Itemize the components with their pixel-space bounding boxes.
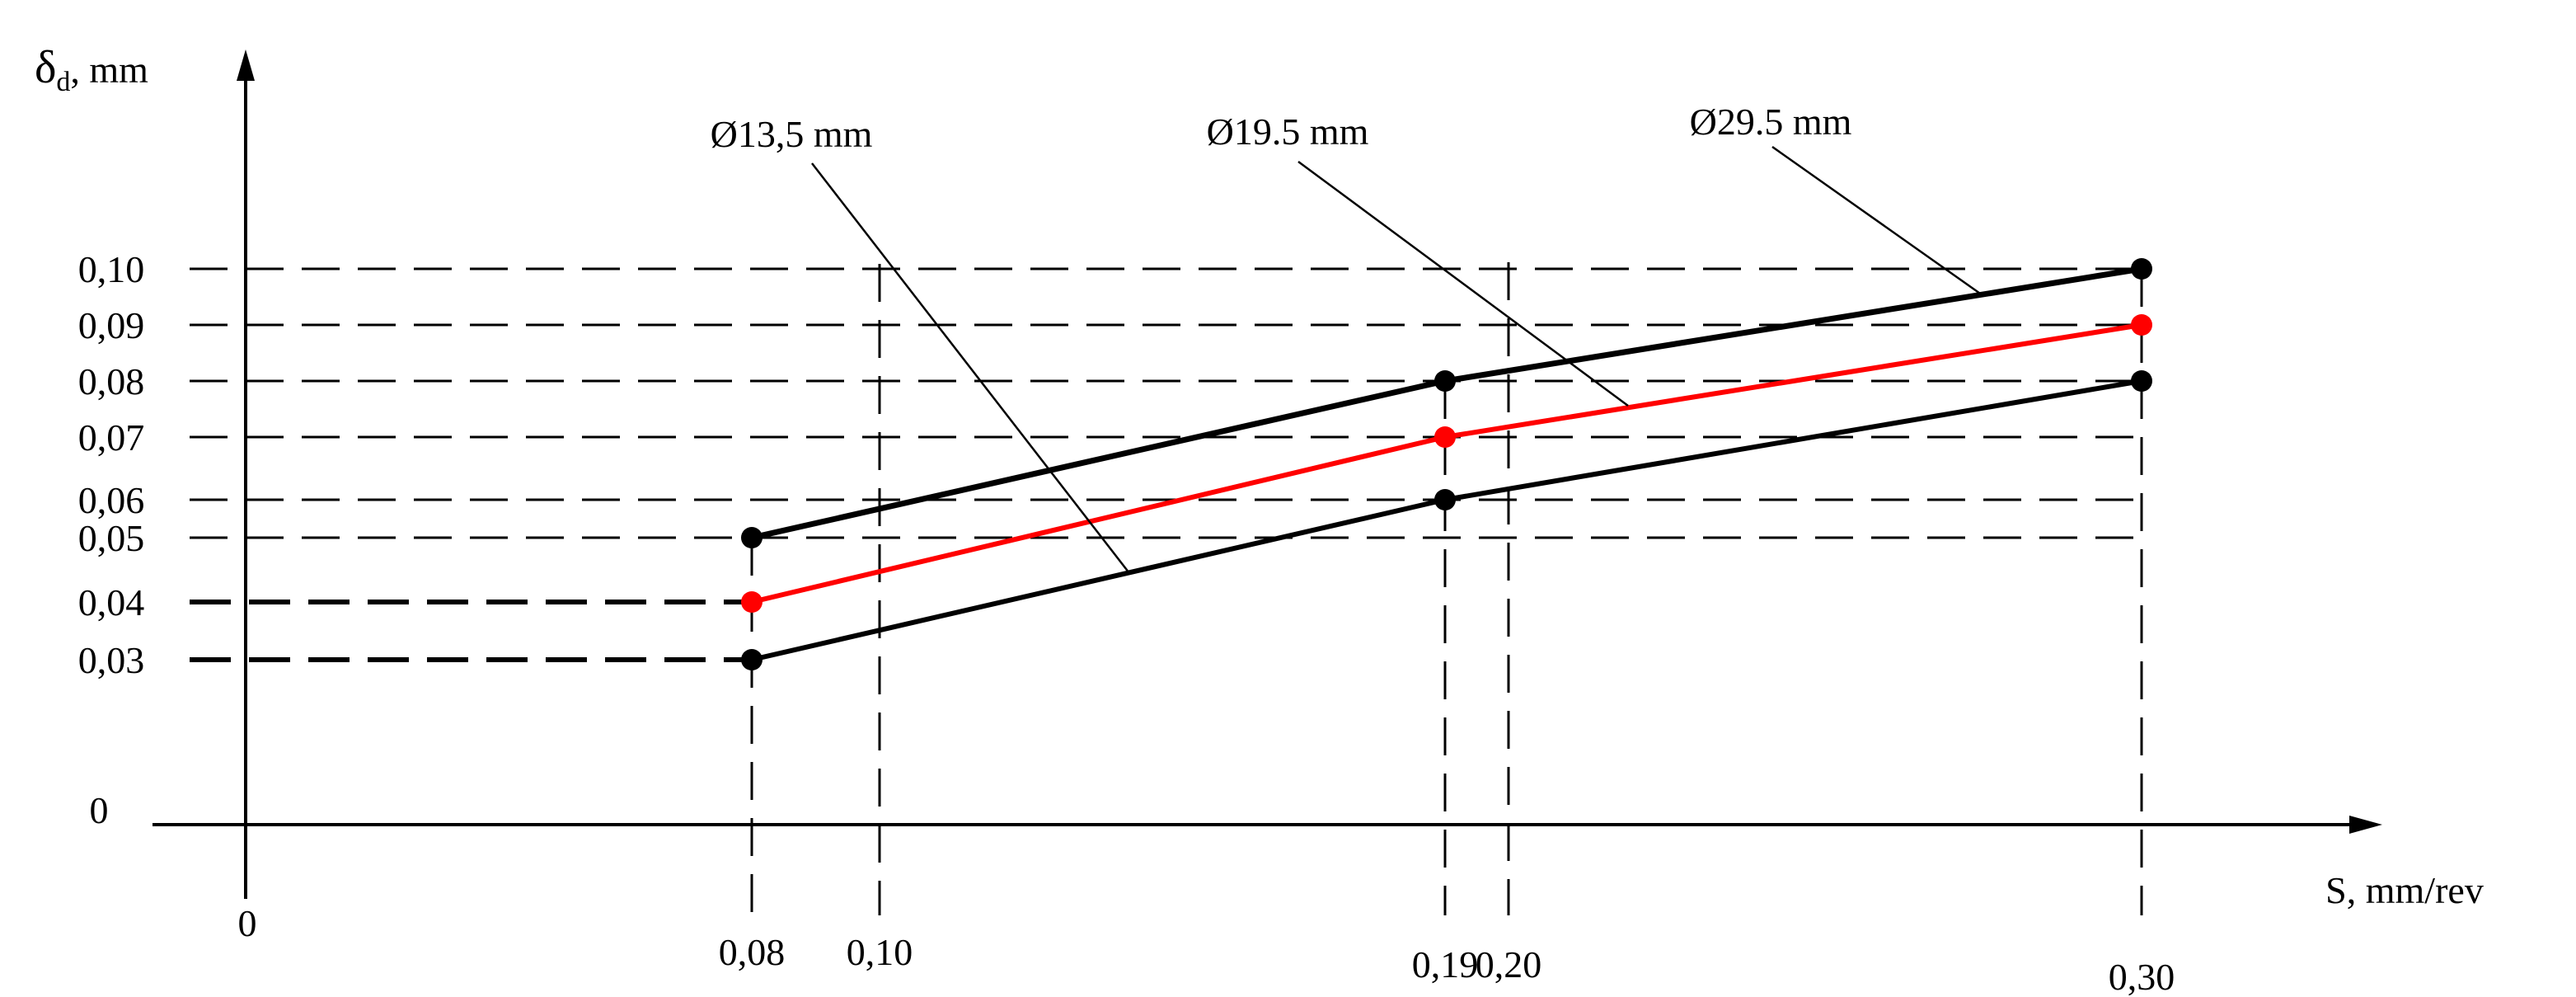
y-tick-label: 0,10 <box>78 248 145 290</box>
labels: δd, mm S, mm/rev 0 0 0,03 0,04 0,050,06 0,0… <box>35 42 2484 997</box>
y-axis-arrow <box>237 49 255 81</box>
x-tick-label: 0,20 <box>1476 943 1542 985</box>
series-line <box>751 379 2142 662</box>
data-point <box>2131 258 2152 280</box>
x-axis-arrow <box>2349 816 2382 834</box>
data-point <box>741 649 762 670</box>
x-tick-label: 0,19 <box>1412 943 1479 985</box>
y-tick-label: 0,06 <box>78 479 145 521</box>
y-tick-label: 0,07 <box>78 416 145 459</box>
y-tick-label: 0,08 <box>78 360 145 402</box>
x-tick-label: 0,10 <box>847 931 913 973</box>
x-tick-label: 0,30 <box>2109 956 2175 997</box>
data-point <box>2131 370 2152 392</box>
y-tick-label: 0,09 <box>78 304 145 346</box>
series-label: Ø29.5 mm <box>1690 101 1852 143</box>
series-leader-line <box>1297 160 1629 407</box>
x-tick-label: 0,08 <box>719 931 786 973</box>
data-point <box>1434 426 1456 448</box>
series-leader-lines <box>811 145 1983 574</box>
series-leader-line <box>1771 145 1983 297</box>
origin-y-label: 0 <box>90 789 109 831</box>
series-label: Ø19.5 mm <box>1207 111 1369 153</box>
data-point <box>2131 314 2152 336</box>
y-axis-title-subscript: d <box>56 67 70 97</box>
series-label: Ø13,5 mm <box>711 113 873 155</box>
x-axis-title: S, mm/rev <box>2325 869 2484 911</box>
y-axis-title: δd, mm <box>35 42 148 97</box>
origin-x-label: 0 <box>238 902 257 944</box>
reference-grid <box>190 262 2143 915</box>
series-line <box>751 322 2142 604</box>
series-leader-line <box>811 162 1130 574</box>
y-axis-title-symbol: δ <box>35 42 56 93</box>
axes <box>152 49 2382 899</box>
series <box>741 258 2152 670</box>
y-tick-label: 0,03 <box>78 639 145 681</box>
data-point <box>741 527 762 548</box>
y-tick-label: 0,04 <box>78 581 145 623</box>
y-tick-label: 0,05 <box>78 517 145 559</box>
data-point <box>1434 370 1456 392</box>
data-point <box>1434 489 1456 510</box>
data-point <box>741 591 762 613</box>
y-axis-title-unit: , mm <box>70 49 148 91</box>
